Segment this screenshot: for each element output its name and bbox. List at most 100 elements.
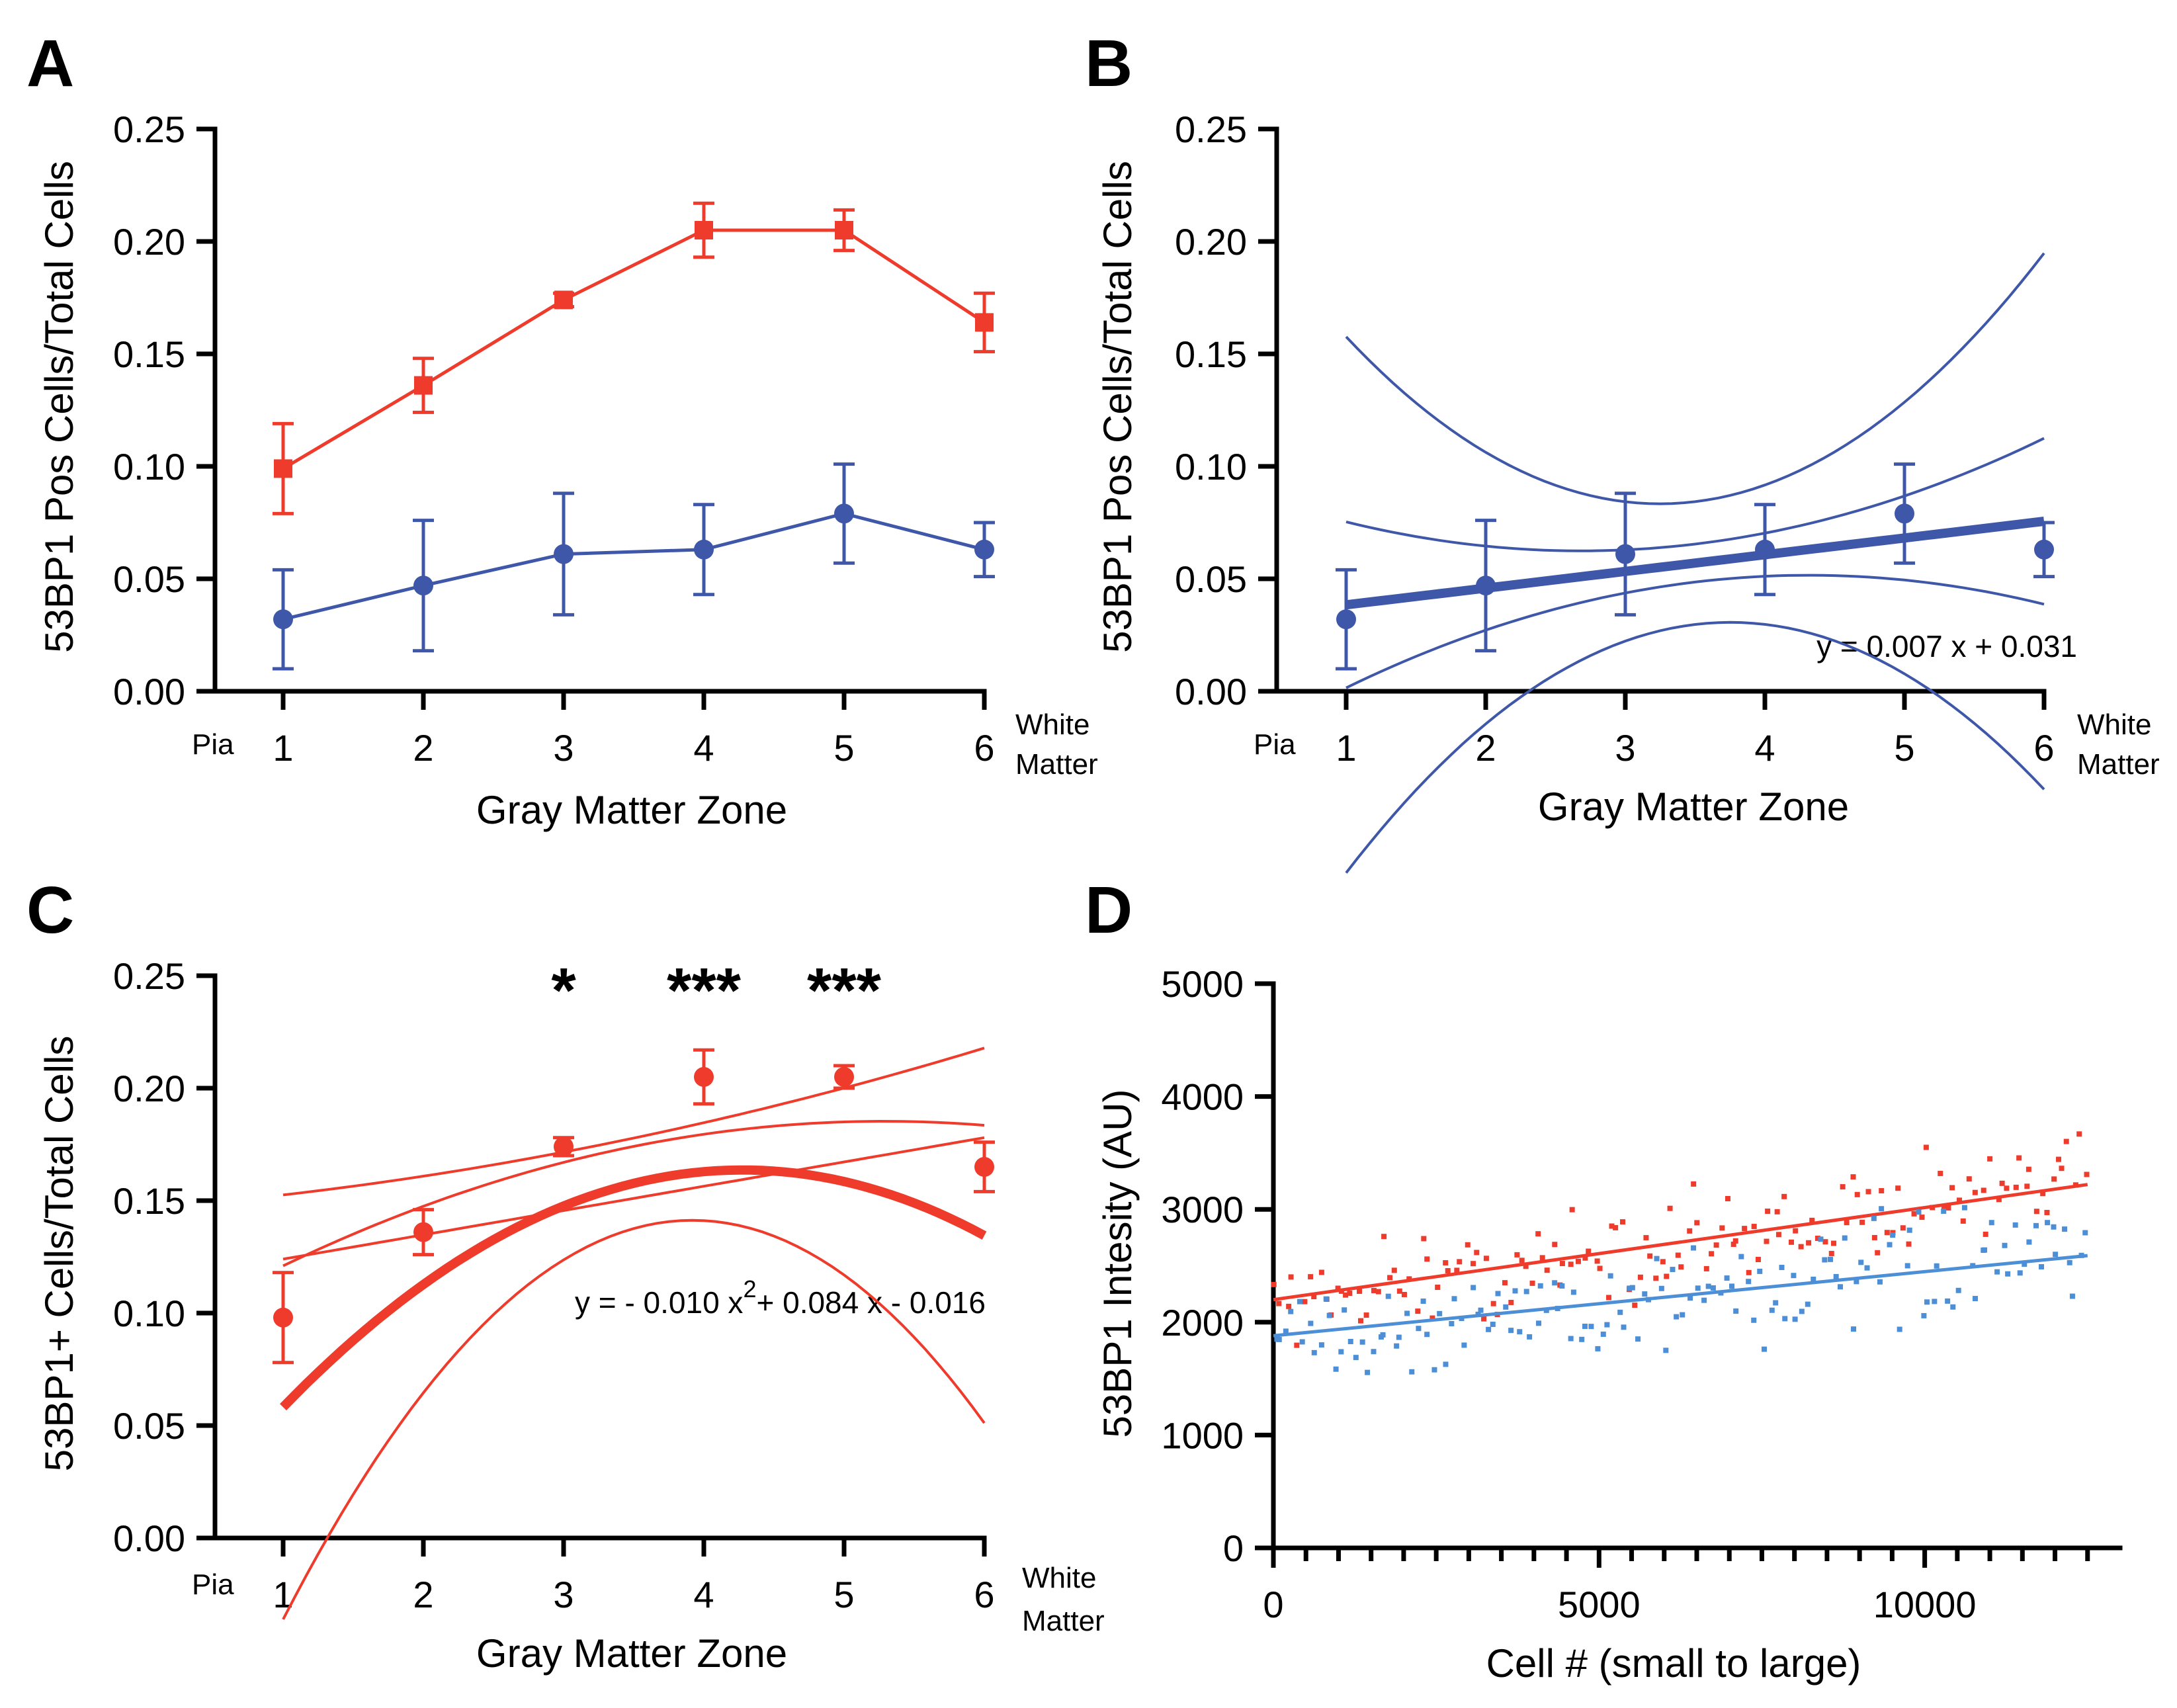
panel-d-red-point — [1519, 1258, 1525, 1263]
panel-d-lightblue-point — [1858, 1260, 1864, 1265]
panel-d-red-point — [1375, 1289, 1381, 1295]
panel-d-red-point — [1471, 1261, 1476, 1267]
panel-d-lightblue-point — [1604, 1322, 1610, 1328]
panel-d-red-point — [1981, 1187, 1986, 1193]
panel-c-red-point — [694, 1067, 714, 1087]
panel-b-x-tick-label: 3 — [1615, 727, 1635, 769]
panel-a-x-tick-label: 5 — [833, 727, 854, 769]
panel-b-x-tick-label: 5 — [1894, 727, 1914, 769]
panel-d-lightblue-point — [1570, 1289, 1576, 1295]
panel-d-red-point — [1664, 1273, 1670, 1279]
panel-d-lightblue-point — [1503, 1304, 1509, 1310]
panel-d-red-point — [1586, 1248, 1592, 1254]
panel-d-lightblue-point — [1600, 1331, 1606, 1337]
panel-d-lightblue-point — [2017, 1270, 2023, 1276]
panel-b-confidence-lower — [1345, 620, 2045, 874]
panel-d-lightblue-point — [1424, 1332, 1430, 1338]
panel-c-red-point — [834, 1067, 854, 1087]
panel-d-lightblue-point — [1495, 1291, 1501, 1297]
panel-c-chart: 53BP1+ Cells/Total Cells Gray Matter Zon… — [37, 955, 1105, 1676]
panel-d-lightblue-point — [1365, 1369, 1371, 1375]
panel-b-matter-label: Matter — [2077, 748, 2160, 781]
panel-d-lightblue-point — [1724, 1275, 1730, 1281]
panel-d-lightblue-point — [1658, 1285, 1664, 1291]
panel-d-lightblue-point — [1687, 1295, 1693, 1301]
panel-a-blue-point — [273, 609, 293, 630]
panel-b-y-axis-title: 53BP1 Pos Cells/Total Cells — [1095, 161, 1140, 653]
panel-d-lightblue-point — [1924, 1299, 1930, 1305]
panel-d-lightblue-point — [1635, 1336, 1641, 1342]
panel-d-red-point — [1850, 1174, 1856, 1180]
panel-d-red-point — [1798, 1244, 1804, 1250]
panel-d-red-point — [1884, 1230, 1890, 1236]
panel-c-red-point — [554, 1136, 574, 1157]
panel-d-y-tick-label: 2000 — [1161, 1302, 1244, 1344]
panel-c-fit-curve — [280, 1165, 987, 1411]
panel-d-red-point — [1401, 1291, 1407, 1297]
panel-d-lightblue-point — [1627, 1285, 1633, 1291]
panel-b-band-lower — [1345, 574, 2045, 689]
panel-b-x-tick-label: 4 — [1754, 727, 1775, 769]
panel-c-band-inner — [282, 1119, 985, 1267]
panel-c-x-tick-label: 3 — [553, 1574, 574, 1615]
panel-d-red-point — [1775, 1232, 1781, 1238]
panel-c-y-tick-label: 0.25 — [113, 955, 185, 997]
panel-d-red-point — [1713, 1242, 1719, 1248]
panel-d-lightblue-point — [1950, 1304, 1956, 1310]
panel-d-red-fit-line — [1273, 1183, 2088, 1302]
panel-a-pia-label: Pia — [192, 728, 234, 761]
panel-letter-c: C — [26, 873, 74, 947]
panel-d-lightblue-point — [1409, 1369, 1415, 1375]
panel-d-lightblue-point — [1799, 1308, 1805, 1314]
panel-d-lightblue-point — [1994, 1269, 2000, 1275]
panel-d-red-point — [1445, 1267, 1451, 1273]
panel-d-red-point — [1983, 1231, 1988, 1237]
panel-d-red-point — [1725, 1196, 1730, 1202]
panel-d-x-tick-label: 10000 — [1873, 1584, 1977, 1625]
panel-b-blue-point — [1615, 544, 1635, 564]
panel-d-red-point — [1391, 1267, 1397, 1273]
panel-d-red-point — [2059, 1166, 2065, 1172]
panel-d-x-tick-label: 0 — [1263, 1584, 1283, 1625]
panel-d-lightblue-point — [2067, 1260, 2072, 1265]
panel-d-lightblue-point — [1877, 1279, 1883, 1285]
panel-c-y-tick-label: 0.15 — [113, 1180, 185, 1222]
panel-d-red-point — [1966, 1176, 1972, 1182]
panel-d-red-point — [1544, 1267, 1550, 1273]
panel-d-red-point — [1942, 1204, 1947, 1210]
panel-c-y-tick-label: 0.10 — [113, 1293, 185, 1334]
panel-c-x-axis-title: Gray Matter Zone — [476, 1631, 787, 1676]
panel-d-lightblue-point — [1961, 1205, 1967, 1211]
panel-d-lightblue-point — [1695, 1285, 1701, 1291]
panel-d-lightblue-point — [1642, 1291, 1648, 1297]
panel-d-red-point — [1568, 1261, 1574, 1267]
panel-d-red-point — [1363, 1312, 1369, 1318]
panel-d-lightblue-point — [1670, 1267, 1676, 1273]
panel-d-red-point — [1294, 1342, 1300, 1348]
panel-d-red-point — [1879, 1188, 1885, 1194]
panel-d-lightblue-point — [1288, 1308, 1294, 1314]
panel-d-lightblue-point — [1932, 1299, 1938, 1304]
panel-d-lightblue-point — [1792, 1316, 1798, 1322]
panel-d-red-point — [1288, 1274, 1294, 1280]
panel-d-lightblue-point — [1751, 1317, 1757, 1323]
panel-d-red-point — [1691, 1181, 1697, 1187]
panel-d-red-point — [1502, 1280, 1508, 1286]
panel-d-red-point — [1609, 1223, 1615, 1229]
panel-d-lightblue-point — [1431, 1367, 1437, 1373]
panel-d-red-point — [2024, 1183, 2030, 1189]
panel-d-red-point — [1343, 1292, 1349, 1298]
panel-d-lightblue-point — [1887, 1242, 1893, 1248]
panel-d-lightblue-point — [1769, 1307, 1775, 1313]
panel-d-lightblue-point — [1746, 1279, 1752, 1285]
panel-d-lightblue-point — [2033, 1222, 2039, 1228]
panel-d-red-point — [1387, 1275, 1393, 1281]
panel-d-red-point — [1996, 1197, 2002, 1203]
panel-letter-a: A — [26, 26, 74, 101]
panel-d-red-point — [1597, 1265, 1603, 1271]
panel-d-lightblue-point — [1338, 1349, 1344, 1355]
panel-d-lightblue-point — [1420, 1299, 1426, 1304]
panel-d-red-point — [1490, 1301, 1496, 1306]
panel-a-red-point — [835, 221, 853, 239]
panel-d-lightblue-point — [1842, 1235, 1848, 1241]
